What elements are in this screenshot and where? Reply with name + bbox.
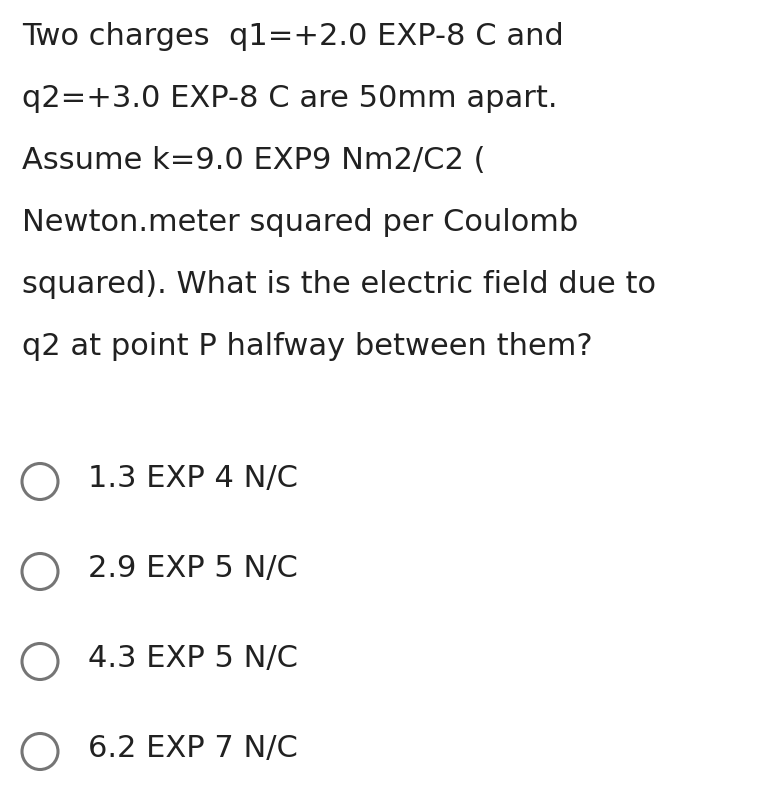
Text: q2=+3.0 EXP-8 C are 50mm apart.: q2=+3.0 EXP-8 C are 50mm apart. [22,84,558,113]
Text: 4.3 EXP 5 N/C: 4.3 EXP 5 N/C [88,643,298,672]
Text: q2 at point P halfway between them?: q2 at point P halfway between them? [22,332,593,361]
Text: 2.9 EXP 5 N/C: 2.9 EXP 5 N/C [88,553,298,582]
Text: Two charges  q1=+2.0 EXP-8 C and: Two charges q1=+2.0 EXP-8 C and [22,22,564,51]
Text: 6.2 EXP 7 N/C: 6.2 EXP 7 N/C [88,733,298,762]
Text: Newton.meter squared per Coulomb: Newton.meter squared per Coulomb [22,208,578,237]
Text: 1.3 EXP 4 N/C: 1.3 EXP 4 N/C [88,464,298,492]
Text: squared). What is the electric field due to: squared). What is the electric field due… [22,270,656,299]
Text: Assume k=9.0 EXP9 Nm2/C2 (: Assume k=9.0 EXP9 Nm2/C2 ( [22,146,485,175]
